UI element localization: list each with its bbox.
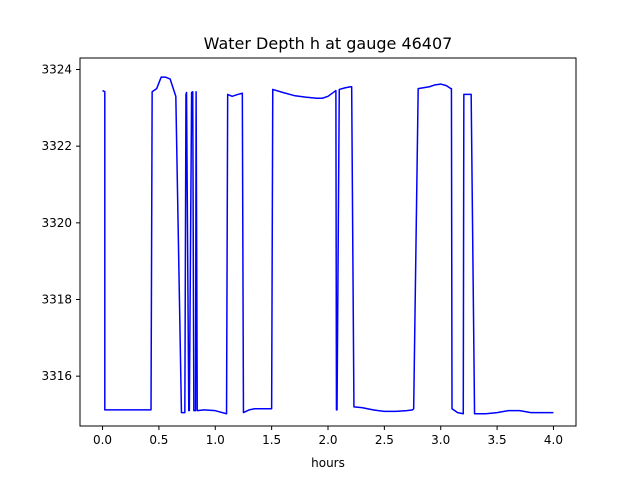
x-axis-title: hours xyxy=(311,456,345,470)
x-axis: 0.0 0.5 1.0 1.5 2.0 2.5 3.0 3.5 4.0 xyxy=(93,426,563,447)
y-tick-label: 3318 xyxy=(41,293,72,307)
series-layer xyxy=(102,76,554,415)
chart-title: Water Depth h at gauge 46407 xyxy=(204,34,453,53)
x-tick-label: 3.5 xyxy=(488,433,507,447)
x-tick-label: 2.0 xyxy=(318,433,337,447)
y-tick-label: 3320 xyxy=(41,216,72,230)
y-tick-label: 3316 xyxy=(41,369,72,383)
y-axis: 3316 3318 3320 3322 3324 xyxy=(41,63,80,383)
x-tick-label: 1.0 xyxy=(206,433,225,447)
y-tick-label: 3322 xyxy=(41,139,72,153)
x-tick-label: 1.5 xyxy=(262,433,281,447)
y-tick-label: 3324 xyxy=(41,63,72,77)
x-tick-label: 0.0 xyxy=(93,433,112,447)
x-tick-label: 3.0 xyxy=(431,433,450,447)
x-tick-label: 0.5 xyxy=(149,433,168,447)
x-tick-label: 4.0 xyxy=(544,433,563,447)
series-line xyxy=(102,76,554,415)
x-tick-label: 2.5 xyxy=(375,433,394,447)
